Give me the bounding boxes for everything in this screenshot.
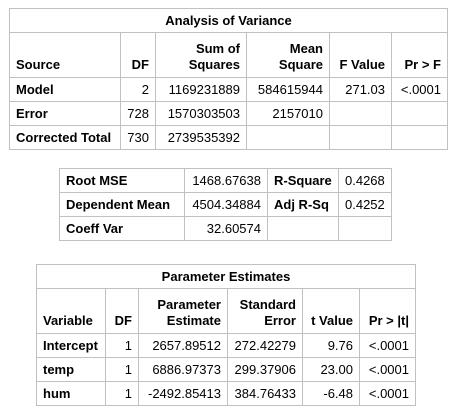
params-variable: hum [36, 381, 106, 406]
anova-header-ss: Sum of Squares [155, 32, 247, 78]
anova-title: Analysis of Variance [9, 8, 448, 33]
params-prt: <.0001 [359, 333, 416, 358]
anova-header-source: Source [9, 32, 121, 78]
anova-row: Error 728 1570303503 2157010 [9, 101, 448, 126]
anova-fvalue [329, 125, 392, 150]
anova-table: Analysis of Variance Source DF Sum of Squ… [9, 8, 448, 150]
anova-ss: 2739535392 [155, 125, 247, 150]
anova-row: Corrected Total 730 2739535392 [9, 125, 448, 150]
fit-label: Root MSE [59, 168, 185, 193]
params-estimate: 6886.97373 [138, 357, 228, 382]
params-prt: <.0001 [359, 381, 416, 406]
params-df: 1 [105, 357, 139, 382]
params-tvalue: 23.00 [302, 357, 360, 382]
fit-statistics-table: Root MSE 1468.67638 R-Square 0.4268 Depe… [59, 168, 392, 241]
params-title: Parameter Estimates [36, 264, 416, 289]
params-variable: temp [36, 357, 106, 382]
anova-source: Error [9, 101, 121, 126]
params-header-prt: Pr > |t| [359, 288, 416, 334]
anova-ss: 1570303503 [155, 101, 247, 126]
fit-label: Adj R-Sq [267, 192, 339, 217]
anova-ms [246, 125, 330, 150]
params-row: temp 1 6886.97373 299.37906 23.00 <.0001 [36, 357, 416, 382]
params-row: hum 1 -2492.85413 384.76433 -6.48 <.0001 [36, 381, 416, 406]
anova-source: Model [9, 77, 121, 102]
anova-df: 2 [120, 77, 156, 102]
anova-fvalue: 271.03 [329, 77, 392, 102]
anova-row: Model 2 1169231889 584615944 271.03 <.00… [9, 77, 448, 102]
anova-ss: 1169231889 [155, 77, 247, 102]
fit-label [267, 216, 339, 241]
params-prt: <.0001 [359, 357, 416, 382]
fit-label: R-Square [267, 168, 339, 193]
params-tvalue: 9.76 [302, 333, 360, 358]
params-df: 1 [105, 333, 139, 358]
anova-header-fvalue: F Value [329, 32, 392, 78]
params-stderr: 384.76433 [227, 381, 303, 406]
fit-value: 0.4268 [338, 168, 392, 193]
fit-value: 32.60574 [184, 216, 268, 241]
params-header-tvalue: t Value [302, 288, 360, 334]
params-header-variable: Variable [36, 288, 106, 334]
anova-header-ms: Mean Square [246, 32, 330, 78]
params-header-df: DF [105, 288, 139, 334]
anova-ms: 584615944 [246, 77, 330, 102]
anova-prf [391, 125, 448, 150]
anova-df: 728 [120, 101, 156, 126]
anova-df: 730 [120, 125, 156, 150]
params-row: Intercept 1 2657.89512 272.42279 9.76 <.… [36, 333, 416, 358]
anova-header-df: DF [120, 32, 156, 78]
anova-prf [391, 101, 448, 126]
params-stderr: 272.42279 [227, 333, 303, 358]
fit-value: 0.4252 [338, 192, 392, 217]
params-variable: Intercept [36, 333, 106, 358]
params-header-estimate: Parameter Estimate [138, 288, 228, 334]
fit-value: 4504.34884 [184, 192, 268, 217]
params-estimate: -2492.85413 [138, 381, 228, 406]
anova-prf: <.0001 [391, 77, 448, 102]
anova-header-prf: Pr > F [391, 32, 448, 78]
anova-ms: 2157010 [246, 101, 330, 126]
fit-value [338, 216, 392, 241]
params-tvalue: -6.48 [302, 381, 360, 406]
fit-row: Dependent Mean 4504.34884 Adj R-Sq 0.425… [59, 192, 392, 217]
fit-label: Coeff Var [59, 216, 185, 241]
fit-row: Root MSE 1468.67638 R-Square 0.4268 [59, 168, 392, 193]
params-stderr: 299.37906 [227, 357, 303, 382]
fit-value: 1468.67638 [184, 168, 268, 193]
anova-source: Corrected Total [9, 125, 121, 150]
params-estimate: 2657.89512 [138, 333, 228, 358]
parameter-estimates-table: Parameter Estimates Variable DF Paramete… [36, 264, 416, 406]
params-df: 1 [105, 381, 139, 406]
fit-row: Coeff Var 32.60574 [59, 216, 392, 241]
anova-fvalue [329, 101, 392, 126]
fit-label: Dependent Mean [59, 192, 185, 217]
params-header-stderr: Standard Error [227, 288, 303, 334]
